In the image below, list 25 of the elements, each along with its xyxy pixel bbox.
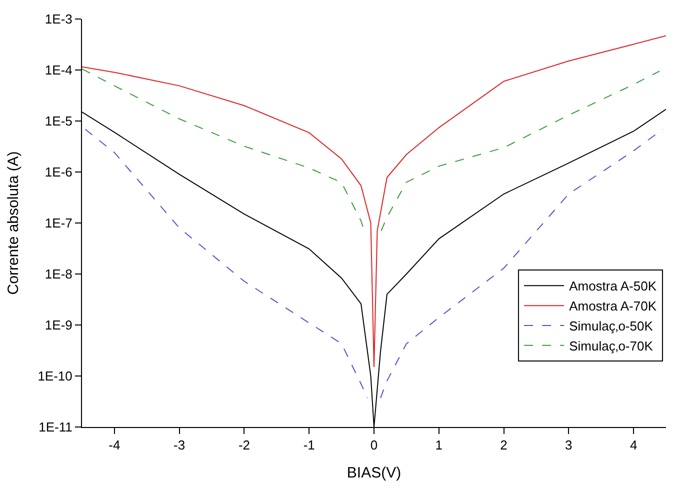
x-tick-label: -2 [238, 438, 250, 453]
y-tick-label: 1E-6 [44, 164, 72, 180]
line-series [82, 35, 666, 368]
x-tick-label: 2 [500, 438, 508, 453]
legend-label: Amostra A-50K [569, 278, 657, 294]
x-tick-label: -4 [108, 438, 120, 453]
y-tick-label: 1E-9 [44, 318, 72, 333]
legend-label: Simulaç‚o-70K [569, 338, 654, 354]
y-axis-title: Corrente absoluta (A) [4, 151, 22, 295]
x-axis-title: BIAS(V) [346, 464, 402, 482]
y-tick-label: 1E-8 [44, 266, 72, 282]
x-tick-label: 4 [630, 438, 638, 453]
x-tick-label: 3 [565, 438, 572, 453]
x-tick-label: 0 [370, 438, 378, 453]
y-tick-label: 1E-11 [38, 420, 72, 435]
legend-label: Simulaç‚o-50K [569, 318, 654, 334]
x-tick-label: 1 [435, 438, 443, 453]
y-tick-label: 1E-5 [44, 114, 72, 129]
legend-label: Amostra A-70K [569, 298, 657, 314]
y-tick-label: 1E-10 [38, 368, 72, 384]
y-tick-label: 1E-3 [44, 12, 72, 27]
x-tick-label: -3 [174, 438, 186, 453]
y-tick-label: 1E-7 [44, 216, 72, 231]
x-tick-label: -1 [303, 438, 315, 453]
y-tick-label: 1E-4 [44, 62, 72, 78]
